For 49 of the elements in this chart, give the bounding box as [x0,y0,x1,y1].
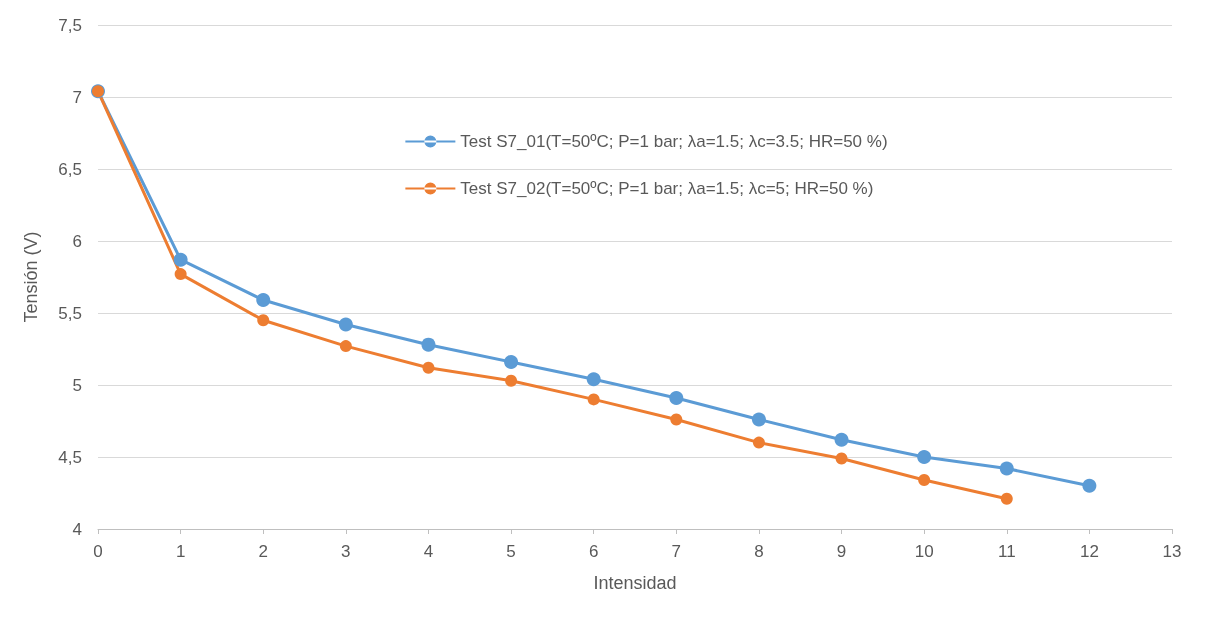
point [174,268,187,281]
point [999,461,1014,476]
x-tick-label: 6 [588,542,599,561]
x-tick-label: 10 [914,542,934,561]
point [421,337,436,352]
x-tick-label: 5 [506,542,516,561]
x-tick-label: 12 [1079,542,1099,561]
point [835,452,848,465]
y-tick-label: 6,5 [58,159,82,179]
x-tick-label: 7 [671,542,682,561]
point [173,252,188,267]
legend-label: Test S7_01(T=50ºC; P=1 bar; λa=1.5; λc=3.5; HR=50 %) [460,132,888,151]
point [422,361,435,374]
point [669,390,684,405]
y-tick-label: 4 [72,519,82,539]
y-tick-label: 5,5 [58,303,82,323]
point [1000,492,1013,505]
x-tick-label: 0 [93,542,103,561]
point [586,372,601,387]
y-tick-label: 4,5 [58,447,82,467]
point [670,413,683,426]
y-tick-label: 7,5 [58,15,82,35]
x-tick-label: 13 [1162,542,1182,561]
point [752,436,765,449]
point [256,293,271,308]
x-tick-label: 2 [258,542,268,561]
y-tick-label: 7 [72,87,82,107]
x-tick-label: 8 [754,542,764,561]
x-tick-label: 11 [997,542,1016,561]
x-axis-title: Intensidad [593,573,677,593]
x-tick-label: 1 [175,542,186,561]
y-tick-label: 6 [72,231,82,251]
point [917,450,932,464]
point [751,412,766,427]
x-tick-label: 4 [423,542,434,561]
point [834,432,849,447]
point [257,314,270,327]
y-tick-label: 5 [72,375,82,395]
point [1082,478,1097,493]
point [587,393,600,406]
point [504,354,519,369]
point [505,374,518,387]
point [918,474,931,487]
legend-label: Test S7_02(T=50ºC; P=1 bar; λa=1.5; λc=5; HR=50 %) [460,179,874,198]
y-axis-title: Tensión (V) [21,231,41,323]
point [339,340,352,353]
point [338,317,353,332]
x-tick-label: 3 [341,542,351,561]
x-tick-label: 9 [836,542,847,561]
